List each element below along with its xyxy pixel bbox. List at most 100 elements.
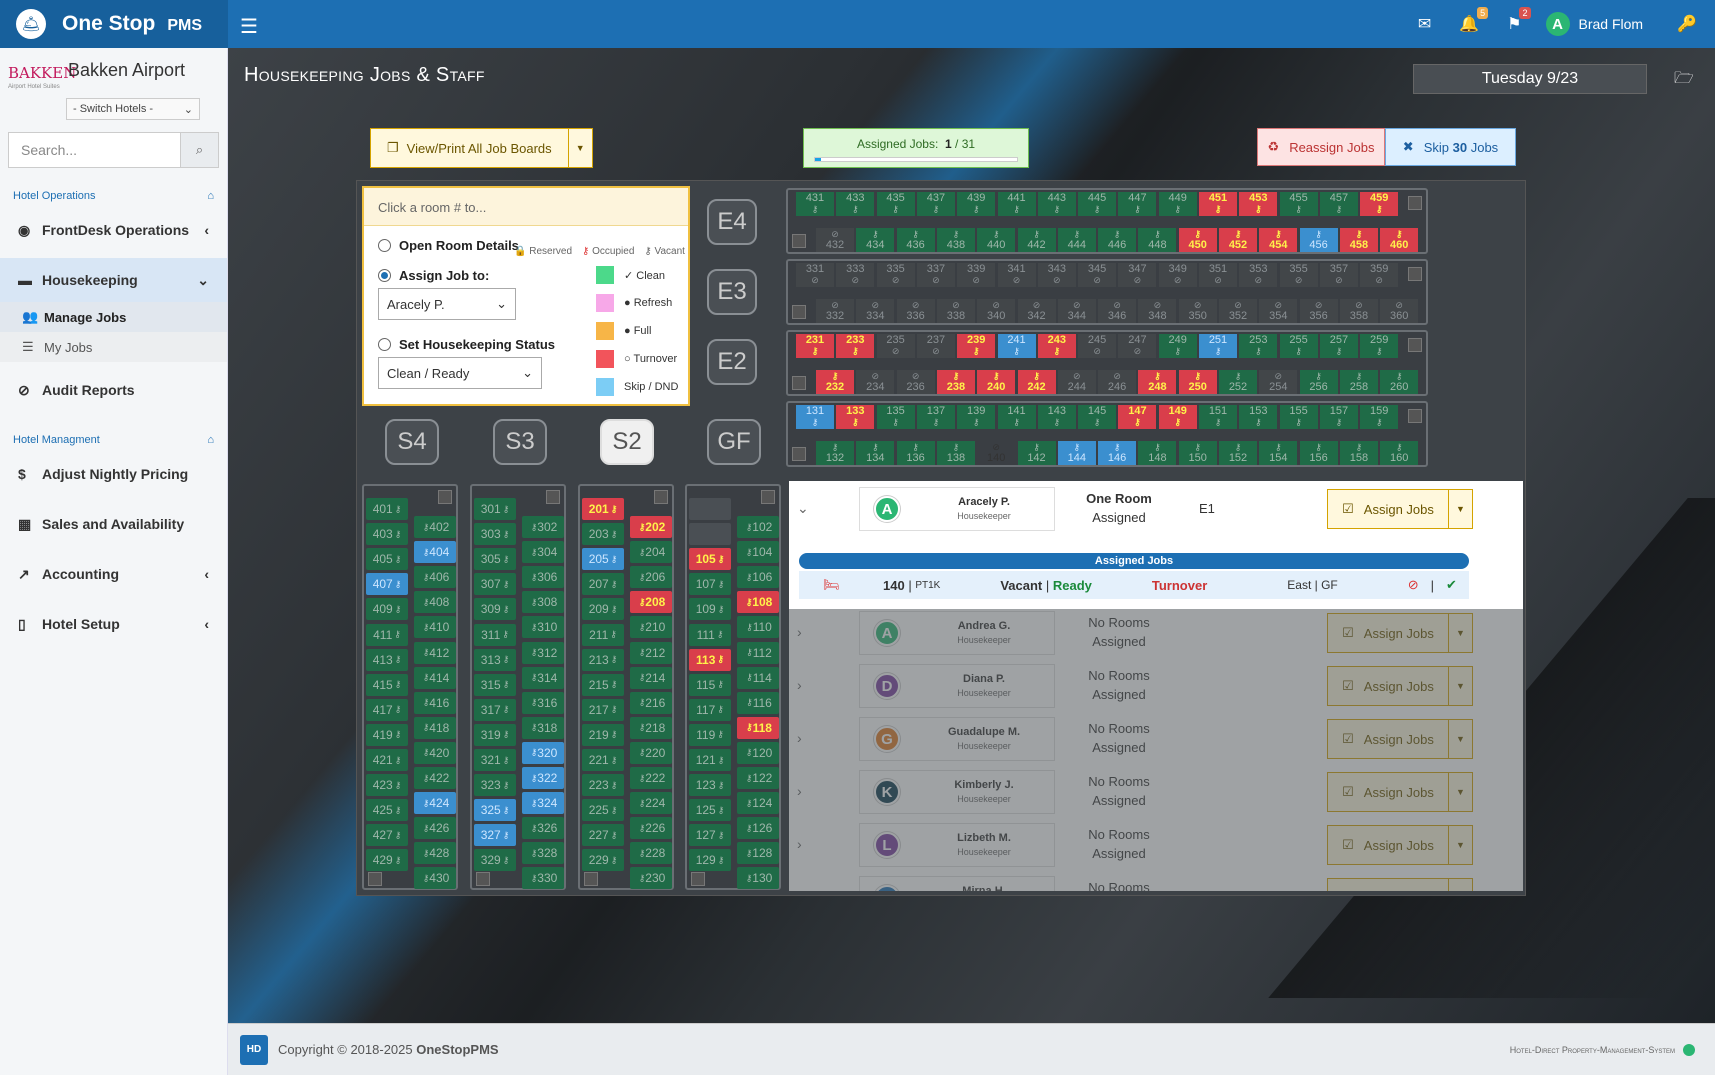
room-cell[interactable]: ⚷ 128 [737,842,779,865]
room-cell[interactable]: ⊘ 342 [1017,299,1056,323]
room-cell[interactable]: 355 ⊘ [1279,263,1318,287]
room-cell[interactable]: 229 ⚷ [582,849,624,872]
room-cell[interactable]: 223 ⚷ [582,774,624,797]
room-cell[interactable]: ⚷ 444 [1057,228,1096,252]
room-cell[interactable]: 457 ⚷ [1319,192,1358,216]
room-cell[interactable]: ⚷ 218 [630,716,672,739]
room-cell[interactable]: ⚷ 108 [737,591,779,614]
room-cell[interactable]: 247 ⊘ [1118,334,1157,358]
room-cell[interactable]: ⚷ 258 [1339,370,1378,394]
room-cell[interactable]: 417 ⚷ [366,698,408,721]
room-cell[interactable]: ⊘ 352 [1219,299,1257,323]
room-cell[interactable]: 317 ⚷ [474,698,516,721]
reassign-jobs-button[interactable]: ♻ Reassign Jobs [1257,128,1385,166]
room-cell[interactable]: 105 ⚷ [689,548,731,571]
room-cell[interactable]: 345 ⊘ [1078,263,1117,287]
room-cell[interactable]: ⊘ 254 [1259,370,1298,394]
floor-label-gf[interactable]: GF [707,419,761,465]
date-picker[interactable]: Tuesday 9/23 [1413,64,1647,94]
room-cell[interactable]: 331 ⊘ [796,263,834,287]
room-cell[interactable]: 107 ⚷ [689,573,731,596]
room-cell[interactable]: 301 ⚷ [474,498,516,520]
room-cell[interactable]: 151 ⚷ [1199,405,1237,429]
grid-toggle[interactable] [584,872,598,886]
assign-job-option[interactable]: Assign Job to: [378,268,489,283]
room-cell[interactable]: 123 ⚷ [689,774,731,797]
room-cell[interactable]: ⚷ 158 [1339,441,1378,465]
room-cell[interactable]: 341 ⊘ [997,263,1036,287]
room-cell[interactable]: ⚷ 146 [1098,441,1137,465]
room-cell[interactable]: 315 ⚷ [474,673,516,696]
room-cell[interactable]: 119 ⚷ [689,723,731,746]
room-cell[interactable]: 319 ⚷ [474,723,516,746]
room-cell[interactable]: ⊘ 244 [1057,370,1096,394]
status-select[interactable]: Clean / Ready ⌄ [378,357,542,389]
room-cell[interactable]: ⊘ 348 [1138,299,1177,323]
room-cell[interactable]: 231 ⚷ [796,334,834,358]
room-cell[interactable]: 349 ⊘ [1158,263,1197,287]
set-status-option[interactable]: Set Housekeeping Status [378,337,555,352]
room-cell[interactable]: 433 ⚷ [836,192,875,216]
user-menu[interactable]: A Brad Flom [1545,12,1643,36]
room-cell[interactable]: 419 ⚷ [366,723,408,746]
room-cell[interactable]: 207 ⚷ [582,573,624,596]
room-cell[interactable]: ⚷ 406 [414,566,456,589]
room-cell[interactable]: 225 ⚷ [582,799,624,822]
nav-audit-reports[interactable]: ⊘ Audit Reports [18,381,135,399]
grid-toggle[interactable] [792,234,806,248]
room-cell[interactable]: 239 ⚷ [957,334,996,358]
room-cell[interactable]: 327 ⚷ [474,824,516,847]
switch-hotels-select[interactable]: - Switch Hotels - ⌄ [66,98,200,120]
room-cell[interactable]: ⚷ 252 [1219,370,1257,394]
grid-toggle[interactable] [792,447,806,461]
room-cell[interactable]: ⚷ 256 [1299,370,1338,394]
room-cell[interactable] [689,523,731,546]
room-cell[interactable]: 437 ⚷ [916,192,955,216]
room-cell[interactable]: ⚷ 232 [816,370,854,394]
room-cell[interactable]: ⚷ 456 [1299,228,1338,252]
room-cell[interactable]: 227 ⚷ [582,824,624,847]
radio[interactable] [378,239,391,252]
room-cell[interactable]: 451 ⚷ [1199,192,1237,216]
room-cell[interactable]: 409 ⚷ [366,598,408,621]
room-cell[interactable]: 111 ⚷ [689,623,731,646]
room-cell[interactable]: 259 ⚷ [1360,334,1399,358]
room-cell[interactable]: ⚷ 114 [737,666,779,689]
room-cell[interactable]: ⚷ 442 [1017,228,1056,252]
mail-icon[interactable]: ✉ [1417,16,1432,33]
flag-icon[interactable]: ⚑ 2 [1507,7,1531,34]
room-cell[interactable]: ⚷ 412 [414,641,456,664]
room-cell[interactable]: 243 ⚷ [1037,334,1076,358]
room-cell[interactable]: 353 ⊘ [1239,263,1278,287]
room-cell[interactable]: 127 ⚷ [689,824,731,847]
room-cell[interactable]: ⚷ 152 [1219,441,1257,465]
assign-jobs-dropdown[interactable]: ▼ [1449,489,1473,529]
room-cell[interactable]: ⚷ 308 [522,591,564,614]
room-cell[interactable]: 139 ⚷ [957,405,996,429]
room-cell[interactable]: ⚷ 242 [1017,370,1056,394]
room-cell[interactable]: ⚷ 248 [1138,370,1177,394]
room-cell[interactable]: 109 ⚷ [689,598,731,621]
grid-toggle[interactable] [438,490,452,504]
room-cell[interactable]: 403 ⚷ [366,523,408,546]
room-cell[interactable]: 113 ⚷ [689,648,731,671]
room-cell[interactable]: 415 ⚷ [366,673,408,696]
room-cell[interactable]: 157 ⚷ [1319,405,1358,429]
room-cell[interactable]: 209 ⚷ [582,598,624,621]
room-cell[interactable]: 421 ⚷ [366,749,408,771]
room-cell[interactable]: 329 ⚷ [474,849,516,872]
room-cell[interactable]: 413 ⚷ [366,648,408,671]
grid-toggle[interactable] [654,490,668,504]
room-cell[interactable]: ⚷ 450 [1178,228,1217,252]
grid-toggle[interactable] [368,872,382,886]
room-cell[interactable]: ⚷ 136 [896,441,935,465]
room-cell[interactable]: 453 ⚷ [1239,192,1278,216]
room-cell[interactable]: ⚷ 142 [1017,441,1056,465]
room-cell[interactable]: 125 ⚷ [689,799,731,822]
room-cell[interactable]: ⊘ 140 [987,442,1006,464]
room-cell[interactable]: 149 ⚷ [1158,405,1197,429]
room-cell[interactable]: 245 ⊘ [1078,334,1117,358]
room-cell[interactable]: 307 ⚷ [474,573,516,596]
grid-toggle[interactable] [792,305,806,319]
floor-label-s4[interactable]: S4 [385,419,439,465]
